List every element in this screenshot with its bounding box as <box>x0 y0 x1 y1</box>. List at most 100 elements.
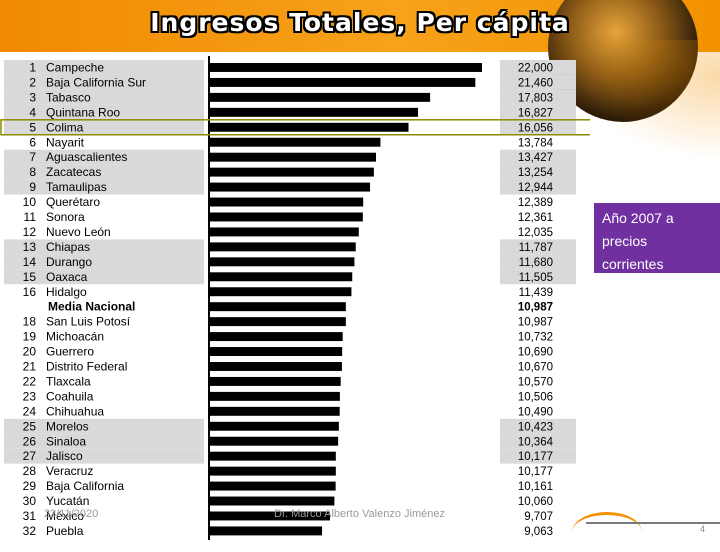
rank-label: 28 <box>23 464 37 478</box>
value-label: 9,063 <box>524 526 553 538</box>
row-shade-value <box>500 164 576 180</box>
bar <box>210 227 359 237</box>
value-label: 10,490 <box>518 406 553 418</box>
value-label: 13,254 <box>518 167 554 179</box>
row-shade-value <box>500 104 576 120</box>
rank-label: 24 <box>23 404 37 418</box>
row-shade-value <box>500 448 576 464</box>
value-label: 21,460 <box>518 77 553 89</box>
bar <box>210 107 419 117</box>
note-line-3: corrientes <box>602 256 664 272</box>
bar <box>210 182 371 192</box>
row-shade-value <box>500 149 576 165</box>
rank-label: 32 <box>23 524 37 538</box>
bar <box>210 376 341 386</box>
row-shade-value <box>500 254 576 270</box>
state-name-label: Guerrero <box>46 345 94 359</box>
value-label: 11,787 <box>519 242 553 254</box>
state-name-label: Michoacán <box>46 330 104 344</box>
row-shade-label <box>4 149 204 165</box>
state-name-label: Baja California <box>46 479 124 493</box>
rank-label: 6 <box>29 135 36 149</box>
row-shade-value <box>500 89 576 105</box>
row-shade-label <box>4 418 204 434</box>
rank-label: 12 <box>23 225 37 239</box>
state-name-label: Distrito Federal <box>46 360 127 374</box>
value-label: 10,987 <box>518 317 553 329</box>
row-shade-label <box>4 74 204 90</box>
row-shade-label <box>4 164 204 180</box>
note-line-2: precios <box>602 233 648 249</box>
bar <box>210 347 343 356</box>
value-label: 16,827 <box>518 107 553 119</box>
value-label: 13,784 <box>518 137 554 149</box>
rank-label: 2 <box>29 75 36 89</box>
row-shade-value <box>500 179 576 195</box>
bar <box>210 212 363 222</box>
value-label: 11,439 <box>519 287 553 299</box>
rank-label: 25 <box>23 419 37 433</box>
rank-label: 9 <box>29 180 36 194</box>
state-name-label: Tlaxcala <box>46 374 91 388</box>
value-label: 12,035 <box>518 227 553 239</box>
bar <box>210 197 364 207</box>
rank-label: 4 <box>29 105 36 119</box>
rank-label: 13 <box>23 240 37 254</box>
footer-line <box>586 522 720 524</box>
page-number: 4 <box>700 524 706 534</box>
state-name-label: Coahuila <box>46 389 94 403</box>
footer-author: Dr. Marco Alberto Valenzo Jiménez <box>274 508 445 520</box>
footer-date: 23/11/2020 <box>44 508 99 520</box>
row-shade-label <box>4 179 204 195</box>
rank-label: 30 <box>23 494 37 508</box>
row-shade-label <box>4 119 204 135</box>
bar <box>210 332 343 342</box>
state-name-label: Nayarit <box>46 135 85 149</box>
state-name-label: Aguascalientes <box>46 150 127 164</box>
note-line-1: Año 2007 a <box>602 210 674 226</box>
bar <box>210 122 409 132</box>
value-label: 11,680 <box>519 257 553 269</box>
footer-arc-decoration <box>572 512 642 552</box>
rank-label: 1 <box>29 61 36 75</box>
state-name-label: Tabasco <box>46 90 91 104</box>
rank-label: 31 <box>23 509 37 523</box>
value-label: 22,000 <box>518 63 553 75</box>
value-label: 10,690 <box>518 347 553 359</box>
state-name-label: Colima <box>46 120 84 134</box>
bar <box>210 77 476 87</box>
value-label: 10,364 <box>518 436 554 448</box>
value-label: 12,361 <box>518 212 553 224</box>
value-label: 10,570 <box>518 376 553 388</box>
bar <box>210 406 340 416</box>
row-shade-value <box>500 418 576 434</box>
rank-label: 7 <box>29 150 36 164</box>
state-name-label: San Luis Potosí <box>46 315 131 329</box>
value-label: 10,670 <box>518 362 553 374</box>
value-label: 13,427 <box>518 152 553 164</box>
bar <box>210 137 381 147</box>
rank-label: 18 <box>23 315 37 329</box>
state-name-label: Morelos <box>46 419 89 433</box>
bar <box>210 272 353 282</box>
state-name-label: Baja California Sur <box>46 75 146 89</box>
row-shade-label <box>4 448 204 464</box>
value-label: 10,732 <box>518 332 553 344</box>
per-capita-income-bar-chart: 1 Campeche 22,000 2 Baja California Sur 21,46… <box>0 56 590 540</box>
highlight-box <box>0 119 590 136</box>
rank-label: 3 <box>29 90 36 104</box>
row-shade-label <box>4 254 204 270</box>
rank-label: 5 <box>29 120 36 134</box>
value-label: 11,505 <box>519 272 553 284</box>
rank-label: 16 <box>23 285 37 299</box>
bar <box>210 152 377 162</box>
state-name-label: Quintana Roo <box>46 105 120 119</box>
bar <box>210 302 346 312</box>
rank-label: 29 <box>23 479 37 493</box>
state-name-label: Yucatán <box>46 494 89 508</box>
rank-label: 23 <box>23 389 37 403</box>
bar <box>210 481 336 491</box>
bar <box>210 362 342 371</box>
rank-label: 10 <box>23 195 37 209</box>
value-label: 9,707 <box>524 511 553 523</box>
